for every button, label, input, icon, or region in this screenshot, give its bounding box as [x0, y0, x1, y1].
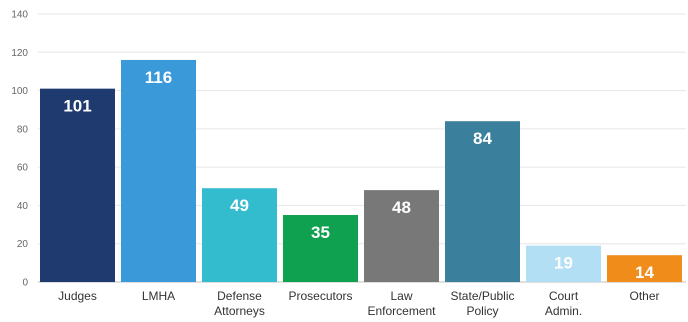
bar [283, 215, 358, 282]
y-tick-label: 120 [11, 48, 28, 59]
y-tick-label: 20 [17, 239, 29, 250]
data-label: 116 [145, 68, 172, 87]
x-tick-label: Judges [58, 289, 97, 303]
data-label: 14 [635, 263, 654, 282]
x-tick-label: Defense Attorneys [214, 289, 265, 318]
data-label: 84 [473, 129, 492, 148]
x-axis-labels: Judges LMHA Defense Attorneys Prosecutors Law… [58, 289, 659, 318]
x-tick-label: Court Admin. [545, 289, 582, 318]
x-tick-label: State/Public Policy [450, 289, 514, 318]
x-tick-label: Prosecutors [288, 289, 352, 303]
bar [445, 121, 520, 282]
y-tick-label: 80 [17, 124, 29, 135]
y-tick-label: 60 [17, 163, 29, 174]
data-label: 35 [311, 223, 330, 242]
bar [121, 59, 196, 282]
y-tick-label: 40 [17, 201, 29, 212]
value-labels: 101 116 49 35 48 84 19 14 [63, 68, 654, 282]
bars [40, 59, 682, 283]
y-tick-label: 140 [11, 10, 28, 21]
y-tick-label: 0 [22, 278, 28, 289]
y-tick-label: 100 [11, 86, 28, 97]
bar [607, 255, 682, 282]
data-label: 49 [230, 196, 249, 215]
bar [202, 188, 277, 282]
data-label: 48 [392, 198, 411, 217]
bar [526, 245, 601, 282]
data-label: 19 [554, 254, 573, 273]
x-tick-label: Other [629, 289, 659, 303]
bar [40, 88, 115, 283]
data-label: 101 [63, 97, 91, 116]
x-tick-label: Law Enforcement [367, 289, 436, 318]
bar [364, 190, 439, 282]
x-tick-label: LMHA [142, 289, 175, 303]
y-axis-ticks: 0 20 40 60 80 100 120 140 [11, 10, 28, 289]
